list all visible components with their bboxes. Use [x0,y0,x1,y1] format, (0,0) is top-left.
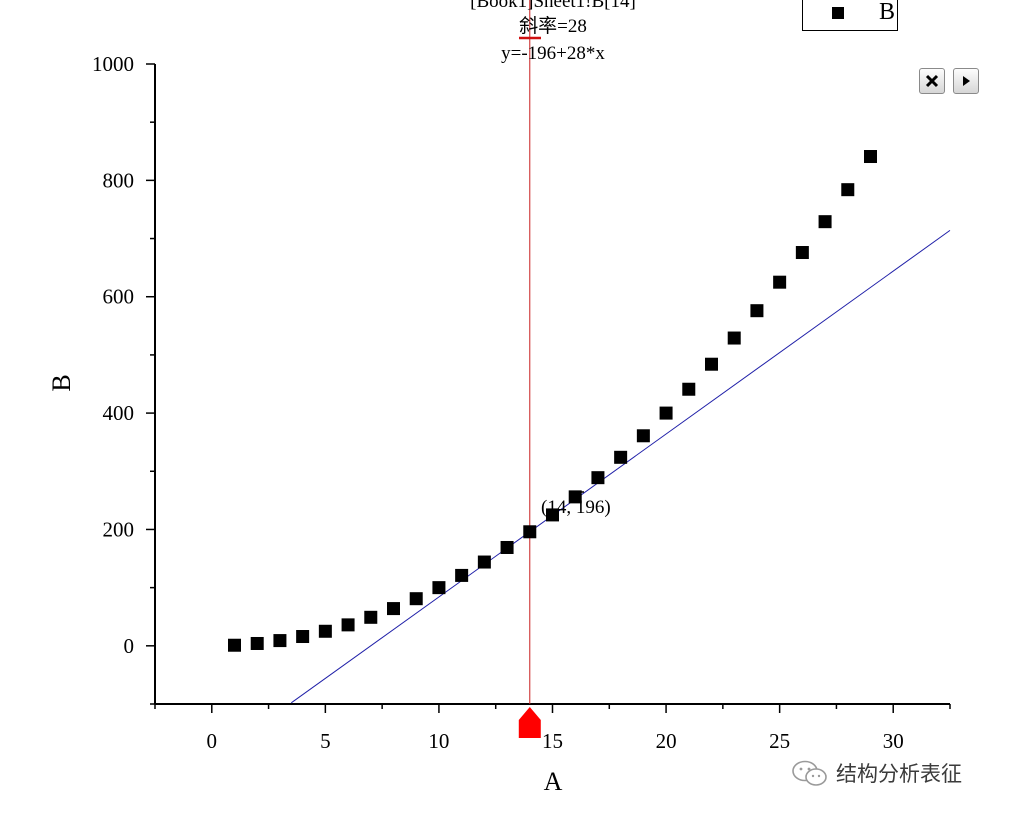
data-point [455,568,469,582]
data-point [636,429,650,443]
data-point [568,490,582,504]
data-point [432,581,446,595]
data-point [341,618,355,632]
x-axis-title: A [544,767,563,796]
close-button[interactable] [919,68,945,94]
data-point [387,602,400,616]
data-point [364,610,378,624]
y-tick-label: 200 [103,517,135,541]
tangent-line [290,229,951,704]
watermark-text: 结构分析表征 [836,762,962,786]
data-point [705,357,718,371]
data-point [864,150,877,164]
data-point [818,215,832,229]
y-tick-label: 400 [103,401,135,425]
header-line-1: [Book1]Sheet1!B[14] [470,0,636,12]
y-tick-label: 0 [124,634,135,658]
y-tick-label: 600 [103,285,135,309]
header-line-2: 斜率=28 [519,15,587,37]
data-point [250,636,264,650]
data-point [500,540,514,554]
cursor-handle [518,707,541,738]
y-tick-label: 1000 [92,52,134,76]
data-point [228,638,241,652]
data-point [727,331,741,345]
data-point [841,183,855,197]
data-point [659,406,673,420]
data-point [546,508,559,522]
legend-label-b: B [879,0,896,25]
point-label: (14, 196) [541,497,611,518]
x-tick-label: 0 [207,729,218,753]
x-tick-label: 25 [769,729,790,753]
cursor-line[interactable] [518,0,541,738]
data-point [296,630,310,644]
x-tick-label: 20 [656,729,677,753]
data-point [795,246,809,260]
tangent-line-path [290,229,951,704]
data-point [523,525,537,539]
data-point [273,634,287,648]
play-right-icon [963,76,970,86]
legend-marker-b [832,7,844,19]
y-axis-title: B [47,374,76,391]
axes: 0 200 400 600 800 1000 0 5 10 15 20 25 30 [92,52,951,753]
wechat-icon [792,760,827,786]
x-tick-label: 10 [428,729,449,753]
data-point [318,624,332,638]
close-icon [925,74,939,88]
header-line-3: y=-196+28*x [501,43,605,64]
data-points [228,150,877,652]
data-point [682,382,696,396]
data-point [773,275,787,289]
data-point [750,304,764,318]
x-tick-label: 30 [883,729,904,753]
next-button[interactable] [953,68,979,94]
watermark: 结构分析表征 [790,757,962,789]
x-tick-label: 5 [320,729,331,753]
data-point [591,471,605,485]
data-point [409,592,423,606]
data-point [477,555,491,569]
legend: B [802,0,898,31]
data-point [614,450,628,464]
y-tick-label: 800 [103,168,135,192]
x-tick-label: 15 [542,729,563,753]
